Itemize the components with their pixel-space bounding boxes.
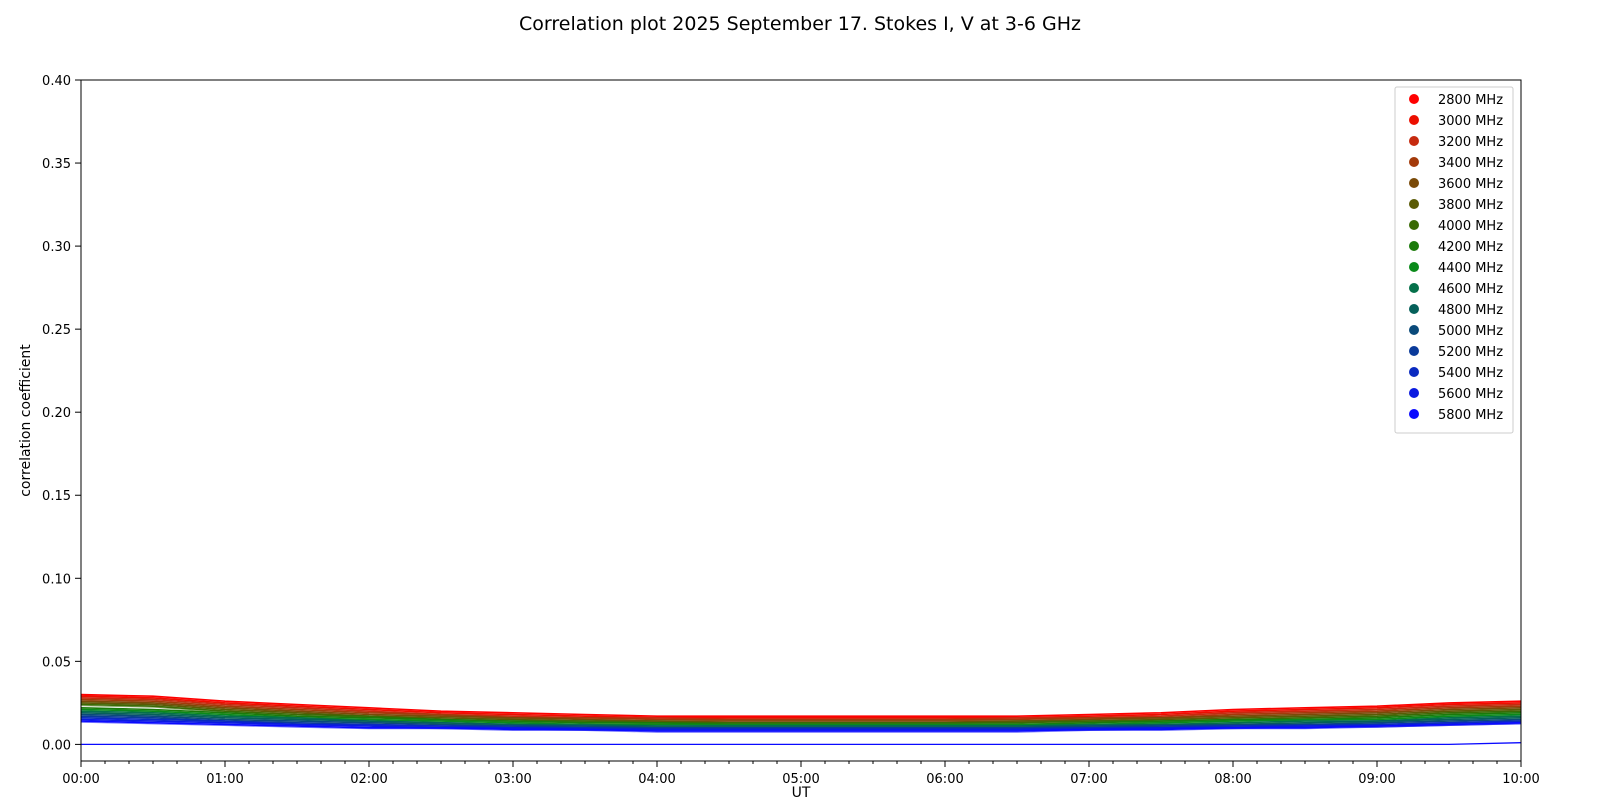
legend-label: 3800 MHz <box>1438 198 1503 213</box>
x-tick-label: 09:00 <box>1358 772 1395 787</box>
legend-item: 4400 MHz <box>1409 261 1503 276</box>
legend-label: 4200 MHz <box>1438 240 1503 255</box>
series-line <box>80 695 1522 719</box>
legend-marker <box>1409 304 1419 314</box>
legend-item: 4200 MHz <box>1409 240 1503 255</box>
legend-marker <box>1409 199 1419 209</box>
y-tick-label: 0.05 <box>42 655 71 670</box>
x-tick-label: 03:00 <box>494 772 531 787</box>
series-layer <box>80 693 1522 746</box>
stokes-v-line <box>81 742 1522 746</box>
legend-label: 5600 MHz <box>1438 387 1503 402</box>
x-tick-label: 05:00 <box>782 772 819 787</box>
legend-frame <box>1394 86 1514 434</box>
legend-item: 5200 MHz <box>1409 345 1503 360</box>
series-5800-mhz <box>80 720 1522 733</box>
series-line <box>80 698 1522 721</box>
legend-label: 4400 MHz <box>1438 261 1503 276</box>
y-axis: 0.00 0.05 0.10 0.15 0.20 0.25 0.30 0.35 0.40 <box>42 74 81 753</box>
legend-label: 4000 MHz <box>1438 219 1503 234</box>
legend-label: 5000 MHz <box>1438 324 1503 339</box>
x-axis-label: UT <box>792 785 811 800</box>
chart-title: Correlation plot 2025 September 17. Stok… <box>519 13 1081 35</box>
legend-marker <box>1409 136 1419 146</box>
series-line <box>80 718 1522 731</box>
plot-frame <box>80 79 1522 762</box>
series-line <box>80 700 1522 722</box>
legend-item: 5600 MHz <box>1409 387 1503 402</box>
legend-item: 4800 MHz <box>1409 303 1503 318</box>
legend-marker <box>1409 325 1419 335</box>
legend-label: 5200 MHz <box>1438 345 1503 360</box>
legend-item: 5400 MHz <box>1409 366 1503 381</box>
y-tick-label: 0.40 <box>42 74 71 89</box>
legend-label: 3600 MHz <box>1438 177 1503 192</box>
legend-item: 3600 MHz <box>1409 177 1503 192</box>
legend-item: 2800 MHz <box>1409 93 1503 108</box>
x-tick-label: 06:00 <box>926 772 963 787</box>
legend-marker <box>1409 157 1419 167</box>
x-tick-label: 10:00 <box>1502 772 1539 787</box>
legend-marker <box>1409 178 1419 188</box>
legend-label: 4600 MHz <box>1438 282 1503 297</box>
series-line <box>80 715 1522 729</box>
y-tick-label: 0.15 <box>42 489 71 504</box>
legend-label: 3400 MHz <box>1438 156 1503 171</box>
legend-item: 4000 MHz <box>1409 219 1503 234</box>
y-tick-label: 0.35 <box>42 157 71 172</box>
legend-label: 4800 MHz <box>1438 303 1503 318</box>
legend-marker <box>1409 388 1419 398</box>
y-tick-label: 0.00 <box>42 738 71 753</box>
x-tick-label: 00:00 <box>62 772 99 787</box>
y-tick-label: 0.30 <box>42 240 71 255</box>
series-line <box>80 720 1522 732</box>
legend-marker <box>1409 115 1419 125</box>
legend-label: 5400 MHz <box>1438 366 1503 381</box>
legend: 2800 MHz 3000 MHz 3200 MHz 3400 MHz 3600 MHz… <box>1394 86 1514 434</box>
legend-marker <box>1409 220 1419 230</box>
series-line <box>80 693 1522 718</box>
x-axis: 00:00 01:00 02:00 03:00 04:00 05:00 06:00 07:00… <box>62 761 1540 787</box>
legend-item: 5800 MHz <box>1409 408 1503 423</box>
series-line-band <box>80 721 1522 733</box>
legend-item: 3800 MHz <box>1409 198 1503 213</box>
legend-label: 2800 MHz <box>1438 93 1503 108</box>
legend-item: 4600 MHz <box>1409 282 1503 297</box>
legend-item: 5000 MHz <box>1409 324 1503 339</box>
legend-marker <box>1409 94 1419 104</box>
y-tick-label: 0.25 <box>42 323 71 338</box>
legend-item: 3000 MHz <box>1409 114 1503 129</box>
y-tick-label: 0.10 <box>42 572 71 587</box>
legend-marker <box>1409 241 1419 251</box>
y-tick-label: 0.20 <box>42 406 71 421</box>
x-tick-label: 07:00 <box>1070 772 1107 787</box>
legend-marker <box>1409 346 1419 356</box>
legend-item: 3400 MHz <box>1409 156 1503 171</box>
legend-marker <box>1409 409 1419 419</box>
x-tick-label: 04:00 <box>638 772 675 787</box>
x-tick-label: 08:00 <box>1214 772 1251 787</box>
series-line <box>80 703 1522 724</box>
legend-marker <box>1409 262 1419 272</box>
legend-label: 3200 MHz <box>1438 135 1503 150</box>
legend-label: 5800 MHz <box>1438 408 1503 423</box>
series-line <box>80 712 1522 727</box>
x-tick-label: 02:00 <box>350 772 387 787</box>
legend-label: 3000 MHz <box>1438 114 1503 129</box>
y-axis-label: correlation coefficient <box>18 344 34 497</box>
legend-marker <box>1409 283 1419 293</box>
x-tick-label: 01:00 <box>206 772 243 787</box>
legend-marker <box>1409 367 1419 377</box>
legend-item: 3200 MHz <box>1409 135 1503 150</box>
